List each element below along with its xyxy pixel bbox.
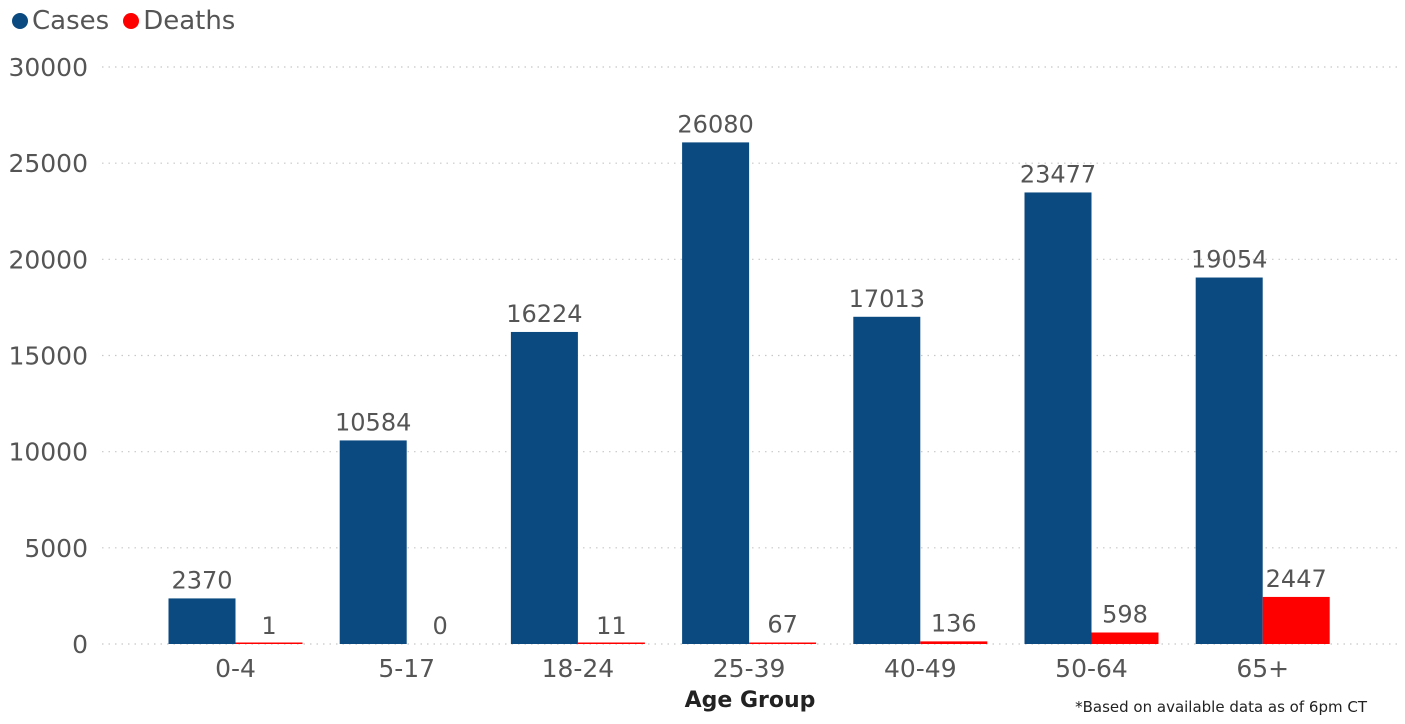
deaths-data-label: 0 (433, 612, 448, 640)
x-axis-title: Age Group (684, 688, 816, 713)
cases-data-label: 17013 (849, 285, 925, 313)
cases-bar (1195, 277, 1263, 644)
y-tick-label: 5000 (24, 534, 88, 563)
x-tick-label: 25-39 (713, 654, 786, 683)
cases-bar (510, 331, 578, 644)
deaths-data-label: 1 (261, 612, 276, 640)
deaths-data-label: 67 (767, 611, 798, 639)
legend-cases-label: Cases (32, 6, 110, 36)
y-tick-label: 30000 (8, 53, 88, 82)
y-tick-label: 25000 (8, 149, 88, 178)
y-tick-label: 15000 (8, 342, 88, 371)
legend: Cases Deaths (12, 6, 249, 36)
deaths-bar (577, 642, 645, 644)
x-tick-label: 0-4 (215, 654, 256, 683)
legend-item-cases[interactable]: Cases (12, 6, 109, 36)
y-tick-label: 10000 (8, 438, 88, 467)
legend-cases-marker (12, 13, 28, 29)
cases-data-label: 10584 (335, 408, 411, 436)
cases-bar (1024, 192, 1092, 644)
cases-data-label: 2370 (171, 566, 232, 594)
legend-deaths-marker (123, 13, 140, 29)
deaths-bar (235, 642, 303, 644)
footnote: *Based on available data as of 6pm CT (1075, 698, 1367, 716)
cases-data-label: 16224 (506, 300, 582, 328)
deaths-bar (1091, 632, 1159, 644)
y-tick-label: 0 (72, 630, 88, 659)
cases-bar (168, 598, 236, 644)
x-tick-label: 40-49 (884, 654, 957, 683)
x-tick-label: 65+ (1236, 654, 1289, 683)
cases-data-label: 23477 (1020, 160, 1096, 188)
deaths-data-label: 11 (596, 612, 627, 640)
cases-data-label: 26080 (677, 110, 753, 138)
deaths-bar (749, 642, 817, 644)
y-tick-label: 20000 (8, 245, 88, 274)
deaths-data-label: 598 (1102, 600, 1148, 628)
cases-bar (339, 440, 407, 644)
deaths-data-label: 136 (931, 609, 977, 637)
deaths-bar (1262, 596, 1330, 644)
x-tick-label: 50-64 (1055, 654, 1128, 683)
x-tick-label: 5-17 (378, 654, 435, 683)
legend-deaths-label: Deaths (143, 6, 236, 36)
deaths-data-label: 2447 (1266, 565, 1327, 593)
x-tick-label: 18-24 (542, 654, 615, 683)
cases-data-label: 19054 (1191, 246, 1267, 274)
legend-item-deaths[interactable]: Deaths (123, 6, 235, 36)
deaths-bar (920, 641, 988, 644)
cases-bar (853, 316, 921, 644)
cases-bar (682, 142, 750, 645)
